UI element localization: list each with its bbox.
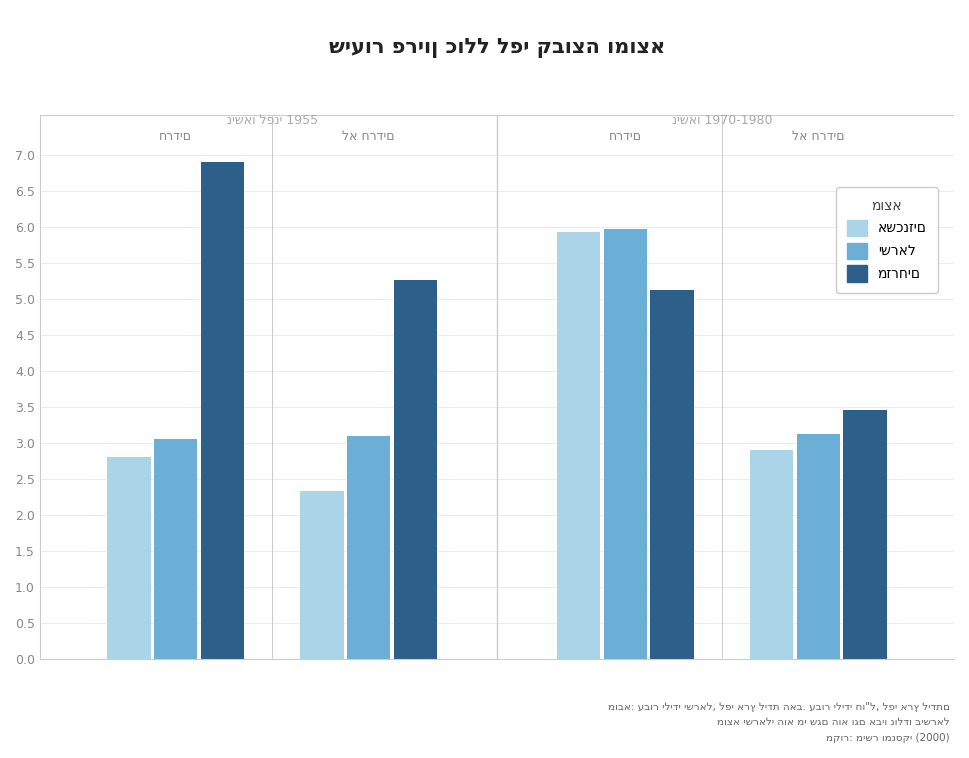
Bar [393,280,437,659]
Bar [201,162,244,659]
Bar [650,290,694,659]
Text: חרדים: חרדים [159,130,192,143]
Legend: אשכנזים, ישראל, מזרחים: אשכנזים, ישראל, מזרחים [836,187,938,293]
Bar [108,458,150,659]
Text: נישאו 1970-1980: נישאו 1970-1980 [672,114,772,127]
Bar [604,229,647,659]
Bar [154,440,198,659]
Bar [797,434,840,659]
Text: מובא: עבור ילידי ישראל, לפי ארץ לידת האב. עבור ילידי חו"ל, לפי ארץ לידתם
מוצא יש: מובא: עבור ילידי ישראל, לפי ארץ לידת האב… [608,702,950,743]
Title: שיעור פריון כולל לפי קבוצה ומוצא: שיעור פריון כולל לפי קבוצה ומוצא [328,38,665,58]
Text: לא חרדים: לא חרדים [342,130,394,143]
Bar [300,491,344,659]
Text: נישאו לפני 1955: נישאו לפני 1955 [227,114,318,127]
Text: חרדים: חרדים [609,130,641,143]
Bar [557,232,600,659]
Bar [347,436,391,659]
Bar [843,410,887,659]
Bar [750,450,794,659]
Text: לא חרדים: לא חרדים [792,130,845,143]
